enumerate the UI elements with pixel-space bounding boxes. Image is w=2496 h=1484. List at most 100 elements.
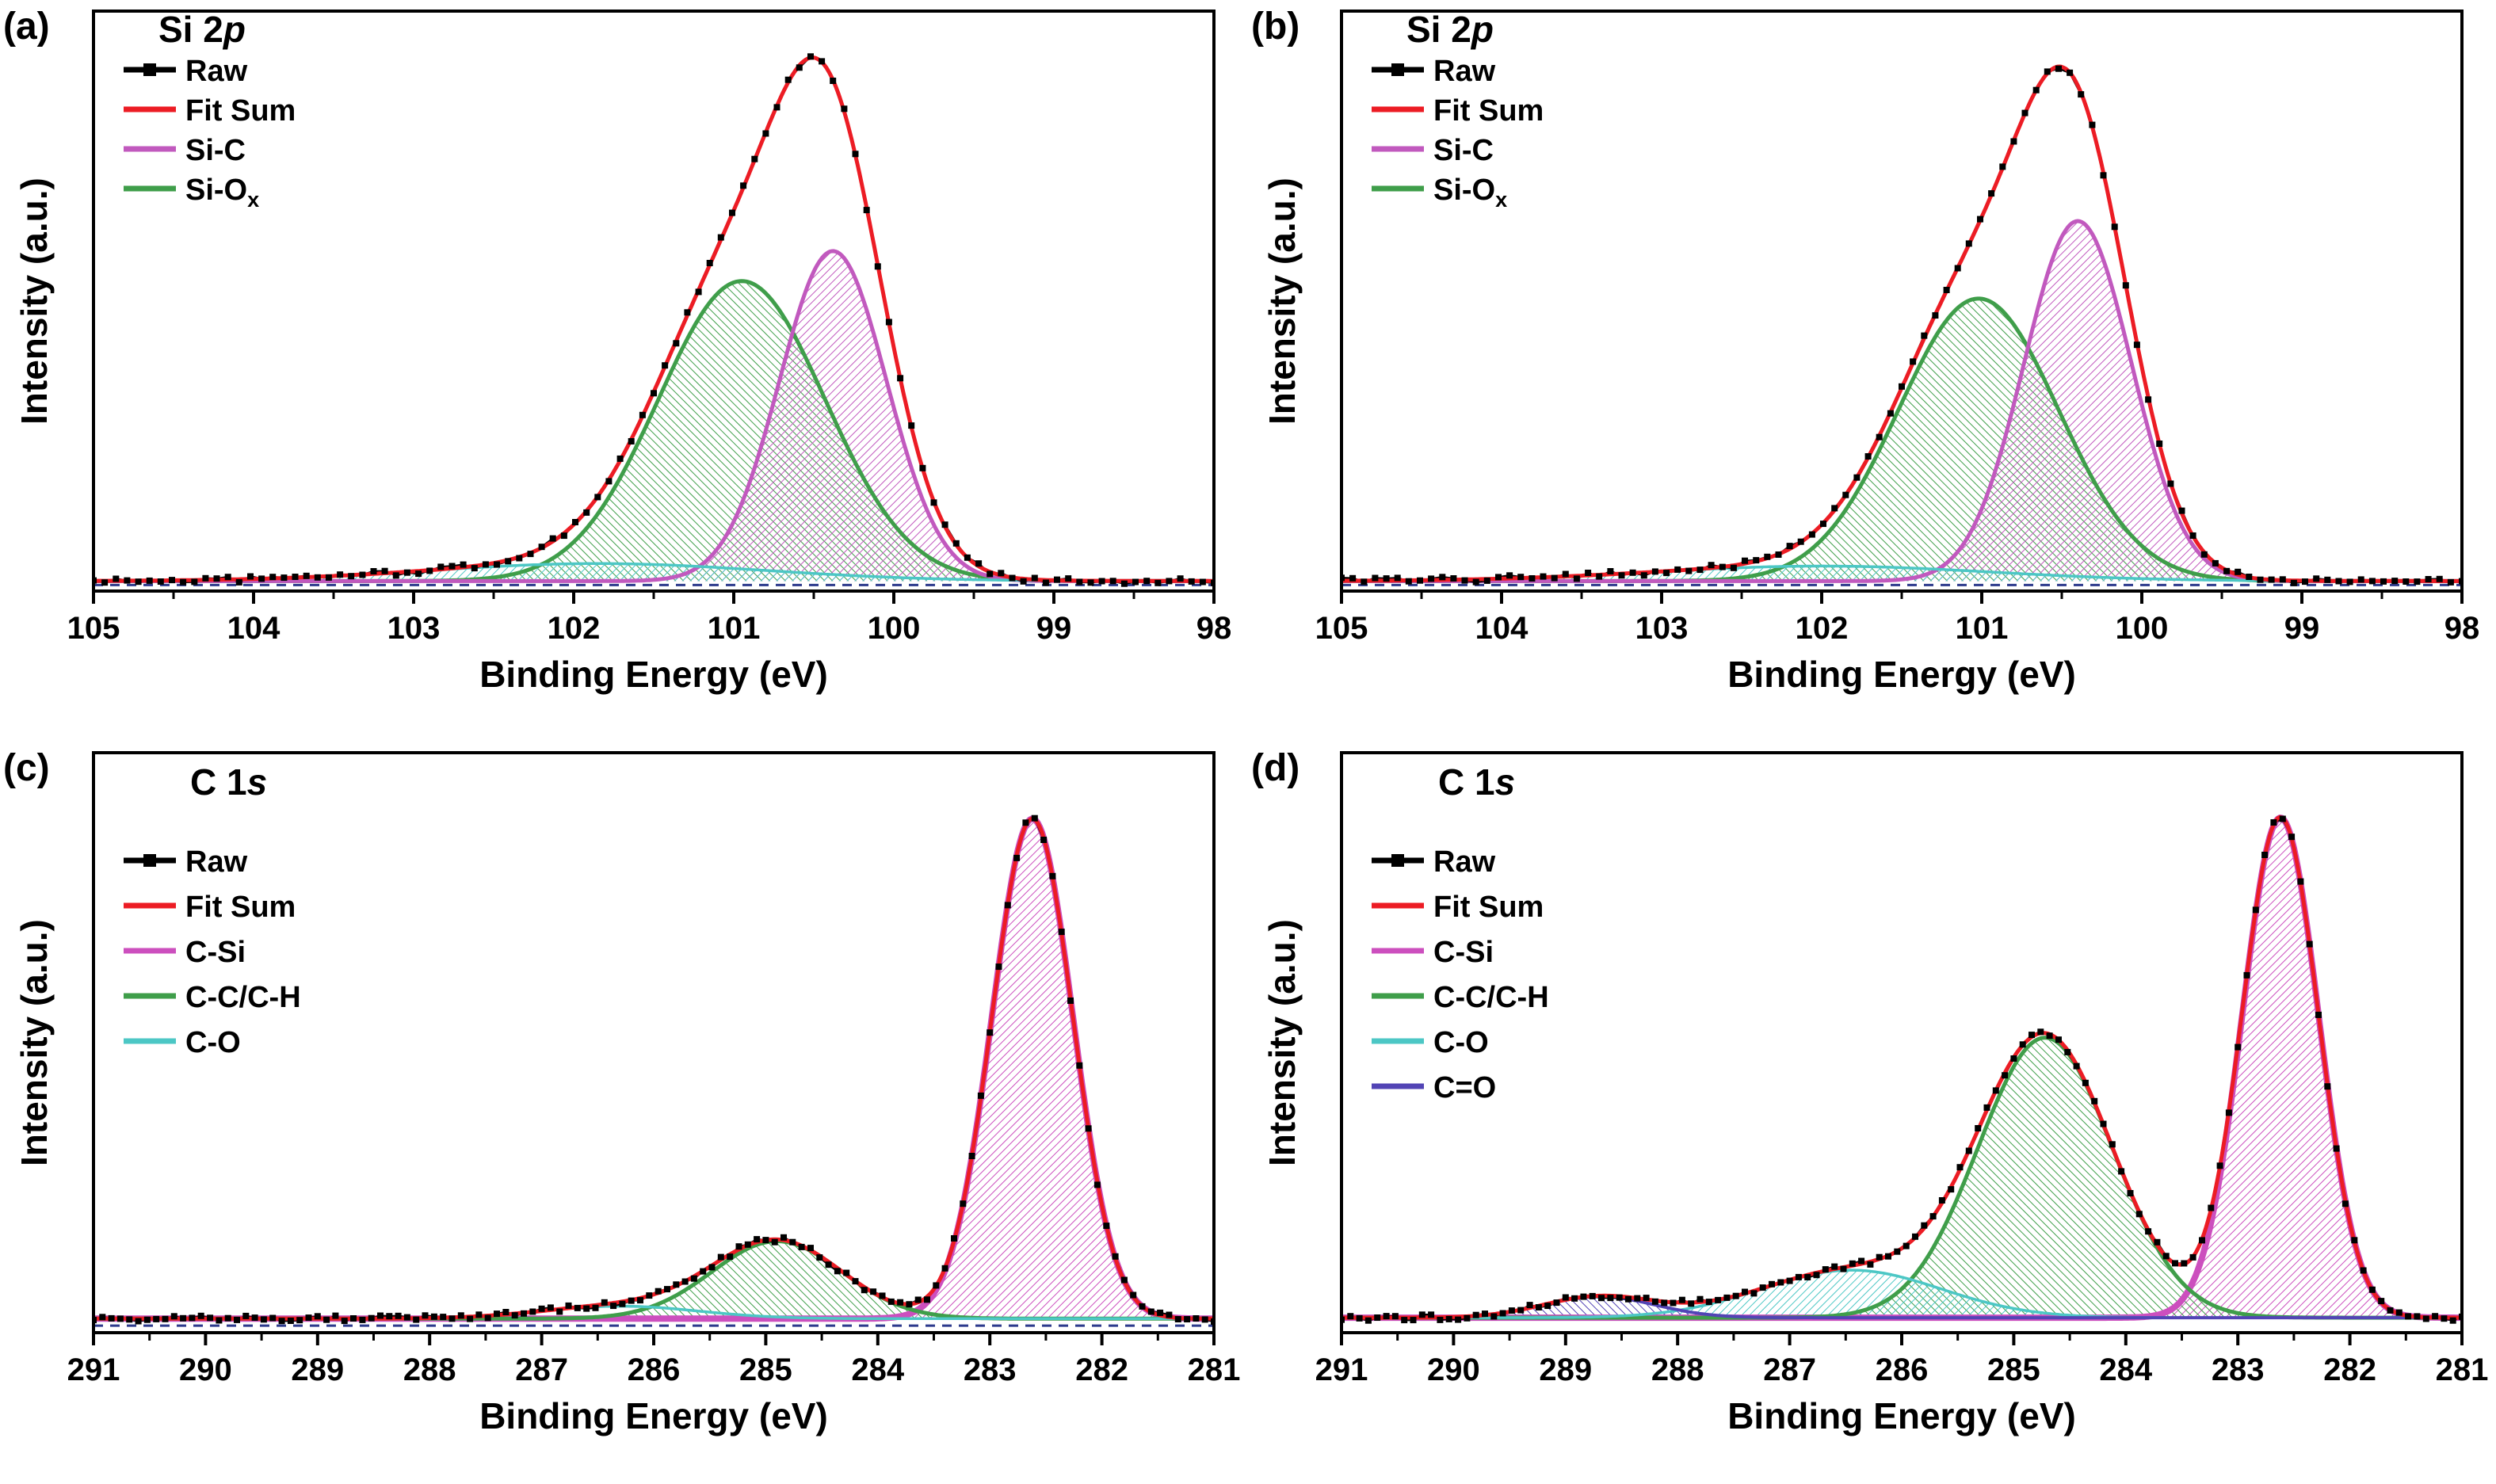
legend-label-fit-sum: Fit Sum bbox=[185, 891, 296, 924]
x-tick-label: 284 bbox=[2099, 1352, 2152, 1387]
panel-title-a-italic: p bbox=[223, 9, 246, 50]
raw-data-points bbox=[94, 814, 1214, 1325]
x-tick-label: 288 bbox=[403, 1352, 456, 1387]
legend-marker-raw-square bbox=[143, 854, 156, 867]
panel-title-a: Si 2p bbox=[158, 8, 246, 51]
legend-label-si-c: Si-C bbox=[1433, 134, 1494, 167]
legend-label-c-o: C-O bbox=[185, 1026, 241, 1059]
raw-data-points bbox=[94, 53, 1214, 587]
x-tick-label: 287 bbox=[515, 1352, 568, 1387]
panel-b: 105 104 103 102 101 100 99 98 Raw Fit Sum Si-C Si-O… bbox=[1248, 0, 2496, 742]
legend-label-si-o: Si-Ox bbox=[1433, 174, 1507, 212]
panel-label-d: (d) bbox=[1251, 747, 1300, 789]
x-tick-label: 286 bbox=[1876, 1352, 1929, 1387]
legend-label-raw: Raw bbox=[1433, 55, 1496, 88]
panel-title-b-italic: p bbox=[1471, 9, 1494, 50]
panel-title-b-text: Si 2 bbox=[1406, 9, 1471, 50]
legend-label-c-c-c-h: C-C/C-H bbox=[1433, 981, 1549, 1014]
legend-label-si-o: Si-Ox bbox=[185, 174, 259, 212]
x-tick-label: 285 bbox=[739, 1352, 792, 1387]
x-tick-label: 285 bbox=[1987, 1352, 2040, 1387]
x-tick-label: 98 bbox=[2444, 611, 2480, 646]
x-tick-label: 101 bbox=[1956, 611, 2009, 646]
legend-label-raw: Raw bbox=[185, 55, 248, 88]
legend-marker-raw-square bbox=[1391, 63, 1404, 76]
legend-label-raw: Raw bbox=[185, 845, 248, 879]
fill-c-o bbox=[1342, 1270, 2462, 1318]
x-tick-label: 284 bbox=[851, 1352, 904, 1387]
curves-area-b bbox=[1342, 64, 2462, 586]
x-axis-label-a: Binding Energy (eV) bbox=[479, 654, 828, 695]
x-tick-label: 100 bbox=[2116, 611, 2169, 646]
x-tick-label: 291 bbox=[1315, 1352, 1368, 1387]
legend-label-c-c-c-h: C-C/C-H bbox=[185, 981, 301, 1014]
x-tick-label: 281 bbox=[2436, 1352, 2489, 1387]
curves-area-a bbox=[94, 53, 1214, 587]
x-tick-label: 289 bbox=[291, 1352, 344, 1387]
panel-d: 291 290 289 288 287 286 285 284 283 282 281 Raw Fit … bbox=[1248, 742, 2496, 1484]
x-tick-label: 283 bbox=[2212, 1352, 2265, 1387]
curves-area-d bbox=[1342, 814, 2462, 1324]
panel-label-c: (c) bbox=[3, 747, 50, 789]
x-tick-label: 105 bbox=[1315, 611, 1368, 646]
x-tick-label: 104 bbox=[1475, 611, 1529, 646]
y-axis-label-a: Intensity (a.u.) bbox=[13, 177, 55, 425]
panel-title-c-text: C 1 bbox=[190, 761, 247, 803]
legend-label-raw: Raw bbox=[1433, 845, 1496, 879]
x-tick-label: 100 bbox=[868, 611, 921, 646]
panel-title-b: Si 2p bbox=[1406, 8, 1494, 51]
x-tick-label: 99 bbox=[1036, 611, 1072, 646]
x-tick-label: 287 bbox=[1763, 1352, 1816, 1387]
legend-marker-raw-square bbox=[1391, 854, 1404, 867]
panel-c: 291 290 289 288 287 286 285 284 283 282 281 Raw Fit … bbox=[0, 742, 1248, 1484]
x-tick-label: 289 bbox=[1539, 1352, 1592, 1387]
legend-label-fit-sum: Fit Sum bbox=[185, 94, 296, 128]
legend-label-c-o: C-O bbox=[1433, 1026, 1489, 1059]
legend-marker-raw-square bbox=[143, 63, 156, 76]
x-tick-label: 103 bbox=[387, 611, 441, 646]
y-axis-label-b: Intensity (a.u.) bbox=[1261, 177, 1303, 425]
x-tick-label: 282 bbox=[2323, 1352, 2376, 1387]
x-tick-label: 105 bbox=[67, 611, 120, 646]
plot-d-canvas: 291 290 289 288 287 286 285 284 283 282 281 Raw Fit … bbox=[1315, 751, 2489, 1387]
x-axis-label-c: Binding Energy (eV) bbox=[479, 1395, 828, 1436]
x-tick-label: 99 bbox=[2284, 611, 2320, 646]
legend-label-fit-sum: Fit Sum bbox=[1433, 891, 1544, 924]
x-tick-label: 98 bbox=[1196, 611, 1232, 646]
fill-background-hump bbox=[94, 563, 1214, 582]
panel-title-d-text: C 1 bbox=[1438, 761, 1495, 803]
x-tick-label: 290 bbox=[179, 1352, 232, 1387]
panel-title-c: C 1s bbox=[190, 761, 267, 803]
raw-data-points bbox=[1342, 815, 2462, 1324]
fill-si-ox bbox=[94, 280, 1214, 582]
x-axis-label-b: Binding Energy (eV) bbox=[1727, 654, 2076, 695]
x-tick-label: 103 bbox=[1635, 611, 1689, 646]
legend-label-si-c: Si-C bbox=[185, 134, 246, 167]
x-tick-label: 286 bbox=[628, 1352, 681, 1387]
legend-label-c-si: C-Si bbox=[1433, 936, 1494, 969]
x-tick-label: 281 bbox=[1188, 1352, 1241, 1387]
x-tick-label: 291 bbox=[67, 1352, 120, 1387]
panel-title-c-italic: s bbox=[246, 761, 268, 803]
panel-a: 105 104 103 102 101 100 99 98 Raw Fit Sum Si-C Si-O… bbox=[0, 0, 1248, 742]
plot-a-canvas: 105 104 103 102 101 100 99 98 Raw Fit Sum Si-C Si-O… bbox=[67, 10, 1232, 646]
legend-label-c-o: C=O bbox=[1433, 1071, 1496, 1104]
x-tick-label: 283 bbox=[964, 1352, 1017, 1387]
x-tick-label: 102 bbox=[1796, 611, 1849, 646]
legend-label-fit-sum: Fit Sum bbox=[1433, 94, 1544, 128]
x-tick-label: 288 bbox=[1651, 1352, 1704, 1387]
x-tick-label: 290 bbox=[1427, 1352, 1480, 1387]
plot-c-canvas: 291 290 289 288 287 286 285 284 283 282 281 Raw Fit … bbox=[67, 751, 1241, 1387]
x-tick-label: 282 bbox=[1075, 1352, 1128, 1387]
panel-label-b: (b) bbox=[1251, 6, 1300, 48]
panel-label-a: (a) bbox=[3, 6, 50, 48]
x-tick-label: 101 bbox=[708, 611, 761, 646]
legend-label-c-si: C-Si bbox=[185, 936, 246, 969]
fill-c-si bbox=[94, 818, 1214, 1319]
x-axis-label-d: Binding Energy (eV) bbox=[1727, 1395, 2076, 1436]
y-axis-label-d: Intensity (a.u.) bbox=[1261, 919, 1303, 1166]
x-tick-label: 102 bbox=[548, 611, 601, 646]
x-tick-label: 104 bbox=[227, 611, 281, 646]
fill-c-o bbox=[1342, 1296, 2462, 1318]
